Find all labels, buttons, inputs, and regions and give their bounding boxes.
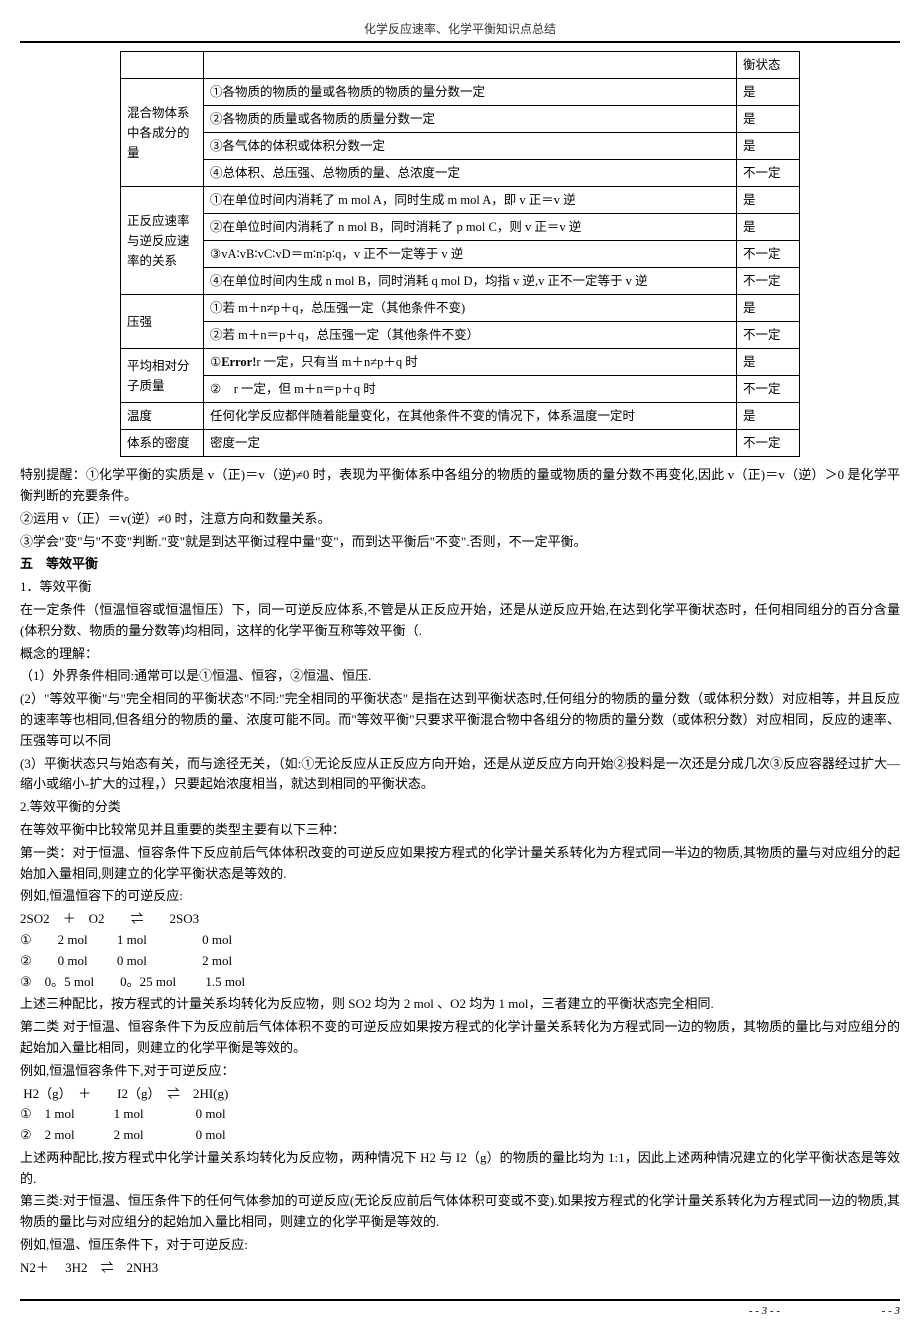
subsection-2-body: 在等效平衡中比较常见并且重要的类型主要有以下三种： (20, 820, 900, 841)
equation-3-block: N2＋ 3H2 ⇌ 2NH3 (20, 1258, 900, 1279)
table-row: ④总体积、总压强、总物质的量、总浓度一定 不一定 (121, 160, 800, 187)
criterion-result: 是 (737, 295, 800, 322)
example-3-intro: 例如,恒温、恒压条件下，对于可逆反应: (20, 1235, 900, 1256)
concept-label: 概念的理解： (20, 644, 900, 665)
criterion-text: ①若 m＋n≠p＋q，总压强一定（其他条件不变) (204, 295, 737, 322)
equation-2-row-2: ② 2 mol 2 mol 0 mol (20, 1125, 900, 1146)
type-3: 第三类:对于恒温、恒压条件下的任何气体参加的可逆反应(无论反应前后气体体积可变或… (20, 1191, 900, 1233)
equation-2-conclusion: 上述两种配比,按方程式中化学计量关系均转化为反应物，两种情况下 H2 与 I2（… (20, 1148, 900, 1190)
criterion-result: 是 (737, 187, 800, 214)
equation-2-block: H2（g） ＋ I2（g） ⇌ 2HI(g) ① 1 mol 1 mol 0 m… (20, 1084, 900, 1146)
group-label: 混合物体系中各成分的量 (121, 79, 204, 187)
page-number-left: - - 3 - - (749, 1303, 780, 1321)
section-5-title: 五 等效平衡 (20, 554, 900, 575)
criterion-text: ①Error!r 一定，只有当 m＋n≠p＋q 时 (204, 349, 737, 376)
criterion-result: 不一定 (737, 268, 800, 295)
criterion-result: 是 (737, 403, 800, 430)
table-row: 混合物体系中各成分的量 ①各物质的物质的量或各物质的物质的量分数一定 是 (121, 79, 800, 106)
criterion-text: 任何化学反应都伴随着能量变化，在其他条件不变的情况下，体系温度一定时 (204, 403, 737, 430)
note-1: 特别提醒：①化学平衡的实质是 v（正)＝v（逆)≠0 时，表现为平衡体系中各组分… (20, 465, 900, 507)
equation-1-block: 2SO2 ＋ O2 ⇌ 2SO3 ① 2 mol 1 mol 0 mol ② 0… (20, 909, 900, 992)
table-row: ②若 m＋n＝p＋q，总压强一定（其他条件不变） 不一定 (121, 322, 800, 349)
group-label: 温度 (121, 403, 204, 430)
equation-1-row-2: ② 0 mol 0 mol 2 mol (20, 951, 900, 972)
table-row: 平均相对分子质量 ①Error!r 一定，只有当 m＋n≠p＋q 时 是 (121, 349, 800, 376)
example-1-intro: 例如,恒温恒容下的可逆反应: (20, 886, 900, 907)
equilibrium-criteria-table: 衡状态 混合物体系中各成分的量 ①各物质的物质的量或各物质的物质的量分数一定 是… (120, 51, 800, 457)
table-row: 体系的密度 密度一定 不一定 (121, 430, 800, 457)
criterion-text: ②各物质的质量或各物质的质量分数一定 (204, 106, 737, 133)
group-label: 正反应速率与逆反应速率的关系 (121, 187, 204, 295)
header-rule (20, 41, 900, 43)
equation-2-row-1: ① 1 mol 1 mol 0 mol (20, 1104, 900, 1125)
concept-2: (2）"等效平衡"与"完全相同的平衡状态"不同:"完全相同的平衡状态" 是指在达… (20, 689, 900, 751)
table-row: ④在单位时间内生成 n mol B，同时消耗 q mol D，均指 v 逆,v … (121, 268, 800, 295)
table-row: 正反应速率与逆反应速率的关系 ①在单位时间内消耗了 m mol A，同时生成 m… (121, 187, 800, 214)
equation-1-conclusion: 上述三种配比，按方程式的计量关系均转化为反应物，则 SO2 均为 2 mol 、… (20, 994, 900, 1015)
body-text: 特别提醒：①化学平衡的实质是 v（正)＝v（逆)≠0 时，表现为平衡体系中各组分… (20, 465, 900, 1278)
page-footer: - - 3 - - - - 3 (20, 1299, 900, 1301)
criterion-result: 是 (737, 349, 800, 376)
note-2: ②运用 v（正）＝v(逆）≠0 时，注意方向和数量关系。 (20, 509, 900, 530)
criterion-result: 不一定 (737, 160, 800, 187)
criterion-result: 不一定 (737, 430, 800, 457)
criterion-text: ④在单位时间内生成 n mol B，同时消耗 q mol D，均指 v 逆,v … (204, 268, 737, 295)
equation-1-row-1: ① 2 mol 1 mol 0 mol (20, 930, 900, 951)
table-row: ②各物质的质量或各物质的质量分数一定 是 (121, 106, 800, 133)
group-label: 平均相对分子质量 (121, 349, 204, 403)
criterion-text: ①在单位时间内消耗了 m mol A，同时生成 m mol A，即 v 正＝v … (204, 187, 737, 214)
table-row: 温度 任何化学反应都伴随着能量变化，在其他条件不变的情况下，体系温度一定时 是 (121, 403, 800, 430)
equation-3: N2＋ 3H2 ⇌ 2NH3 (20, 1258, 900, 1279)
concept-1: （1）外界条件相同:通常可以是①恒温、恒容，②恒温、恒压. (20, 666, 900, 687)
equation-1: 2SO2 ＋ O2 ⇌ 2SO3 (20, 909, 900, 930)
criterion-result: 是 (737, 79, 800, 106)
page-header: 化学反应速率、化学平衡知识点总结 (20, 20, 900, 39)
subsection-1-body: 在一定条件（恒温恒容或恒温恒压）下，同一可逆反应体系,不管是从正反应开始，还是从… (20, 600, 900, 642)
page-number-right: - - 3 (882, 1303, 900, 1321)
criterion-result: 是 (737, 214, 800, 241)
criterion-result: 是 (737, 106, 800, 133)
table-row: 衡状态 (121, 52, 800, 79)
type-2: 第二类 对于恒温、恒容条件下为反应前后气体体积不变的可逆反应如果按方程式的化学计… (20, 1017, 900, 1059)
criterion-result: 不一定 (737, 322, 800, 349)
criterion-text: ②若 m＋n＝p＋q，总压强一定（其他条件不变） (204, 322, 737, 349)
type-1: 第一类：对于恒温、恒容条件下反应前后气体体积改变的可逆反应如果按方程式的化学计量… (20, 843, 900, 885)
example-2-intro: 例如,恒温恒容条件下,对于可逆反应： (20, 1061, 900, 1082)
table-row: 压强 ①若 m＋n≠p＋q，总压强一定（其他条件不变) 是 (121, 295, 800, 322)
table-row: ③vA∶vB∶vC∶vD＝m∶n∶p∶q，v 正不一定等于 v 逆 不一定 (121, 241, 800, 268)
group-label: 压强 (121, 295, 204, 349)
table-row: ② r 一定，但 m＋n＝p＋q 时 不一定 (121, 376, 800, 403)
subsection-1-title: 1．等效平衡 (20, 577, 900, 598)
criterion-text: ③vA∶vB∶vC∶vD＝m∶n∶p∶q，v 正不一定等于 v 逆 (204, 241, 737, 268)
criterion-text: ③各气体的体积或体积分数一定 (204, 133, 737, 160)
equation-1-row-3: ③ 0。5 mol 0。25 mol 1.5 mol (20, 972, 900, 993)
criterion-text: ④总体积、总压强、总物质的量、总浓度一定 (204, 160, 737, 187)
criterion-text: ② r 一定，但 m＋n＝p＋q 时 (204, 376, 737, 403)
note-3: ③学会"变"与"不变"判断."变"就是到达平衡过程中量"变"，而到达平衡后"不变… (20, 532, 900, 553)
group-label: 体系的密度 (121, 430, 204, 457)
equation-2: H2（g） ＋ I2（g） ⇌ 2HI(g) (20, 1084, 900, 1105)
criterion-result: 不一定 (737, 241, 800, 268)
criterion-text: ②在单位时间内消耗了 n mol B，同时消耗了 p mol C，则 v 正＝v… (204, 214, 737, 241)
table-row: ②在单位时间内消耗了 n mol B，同时消耗了 p mol C，则 v 正＝v… (121, 214, 800, 241)
subsection-2-title: 2.等效平衡的分类 (20, 797, 900, 818)
concept-3: (3）平衡状态只与始态有关，而与途径无关，（如:①无论反应从正反应方向开始，还是… (20, 754, 900, 796)
criterion-result: 是 (737, 133, 800, 160)
footer-rule (20, 1299, 900, 1301)
table-row: ③各气体的体积或体积分数一定 是 (121, 133, 800, 160)
criterion-text: ①各物质的物质的量或各物质的物质的量分数一定 (204, 79, 737, 106)
criterion-result: 不一定 (737, 376, 800, 403)
criterion-text: 密度一定 (204, 430, 737, 457)
